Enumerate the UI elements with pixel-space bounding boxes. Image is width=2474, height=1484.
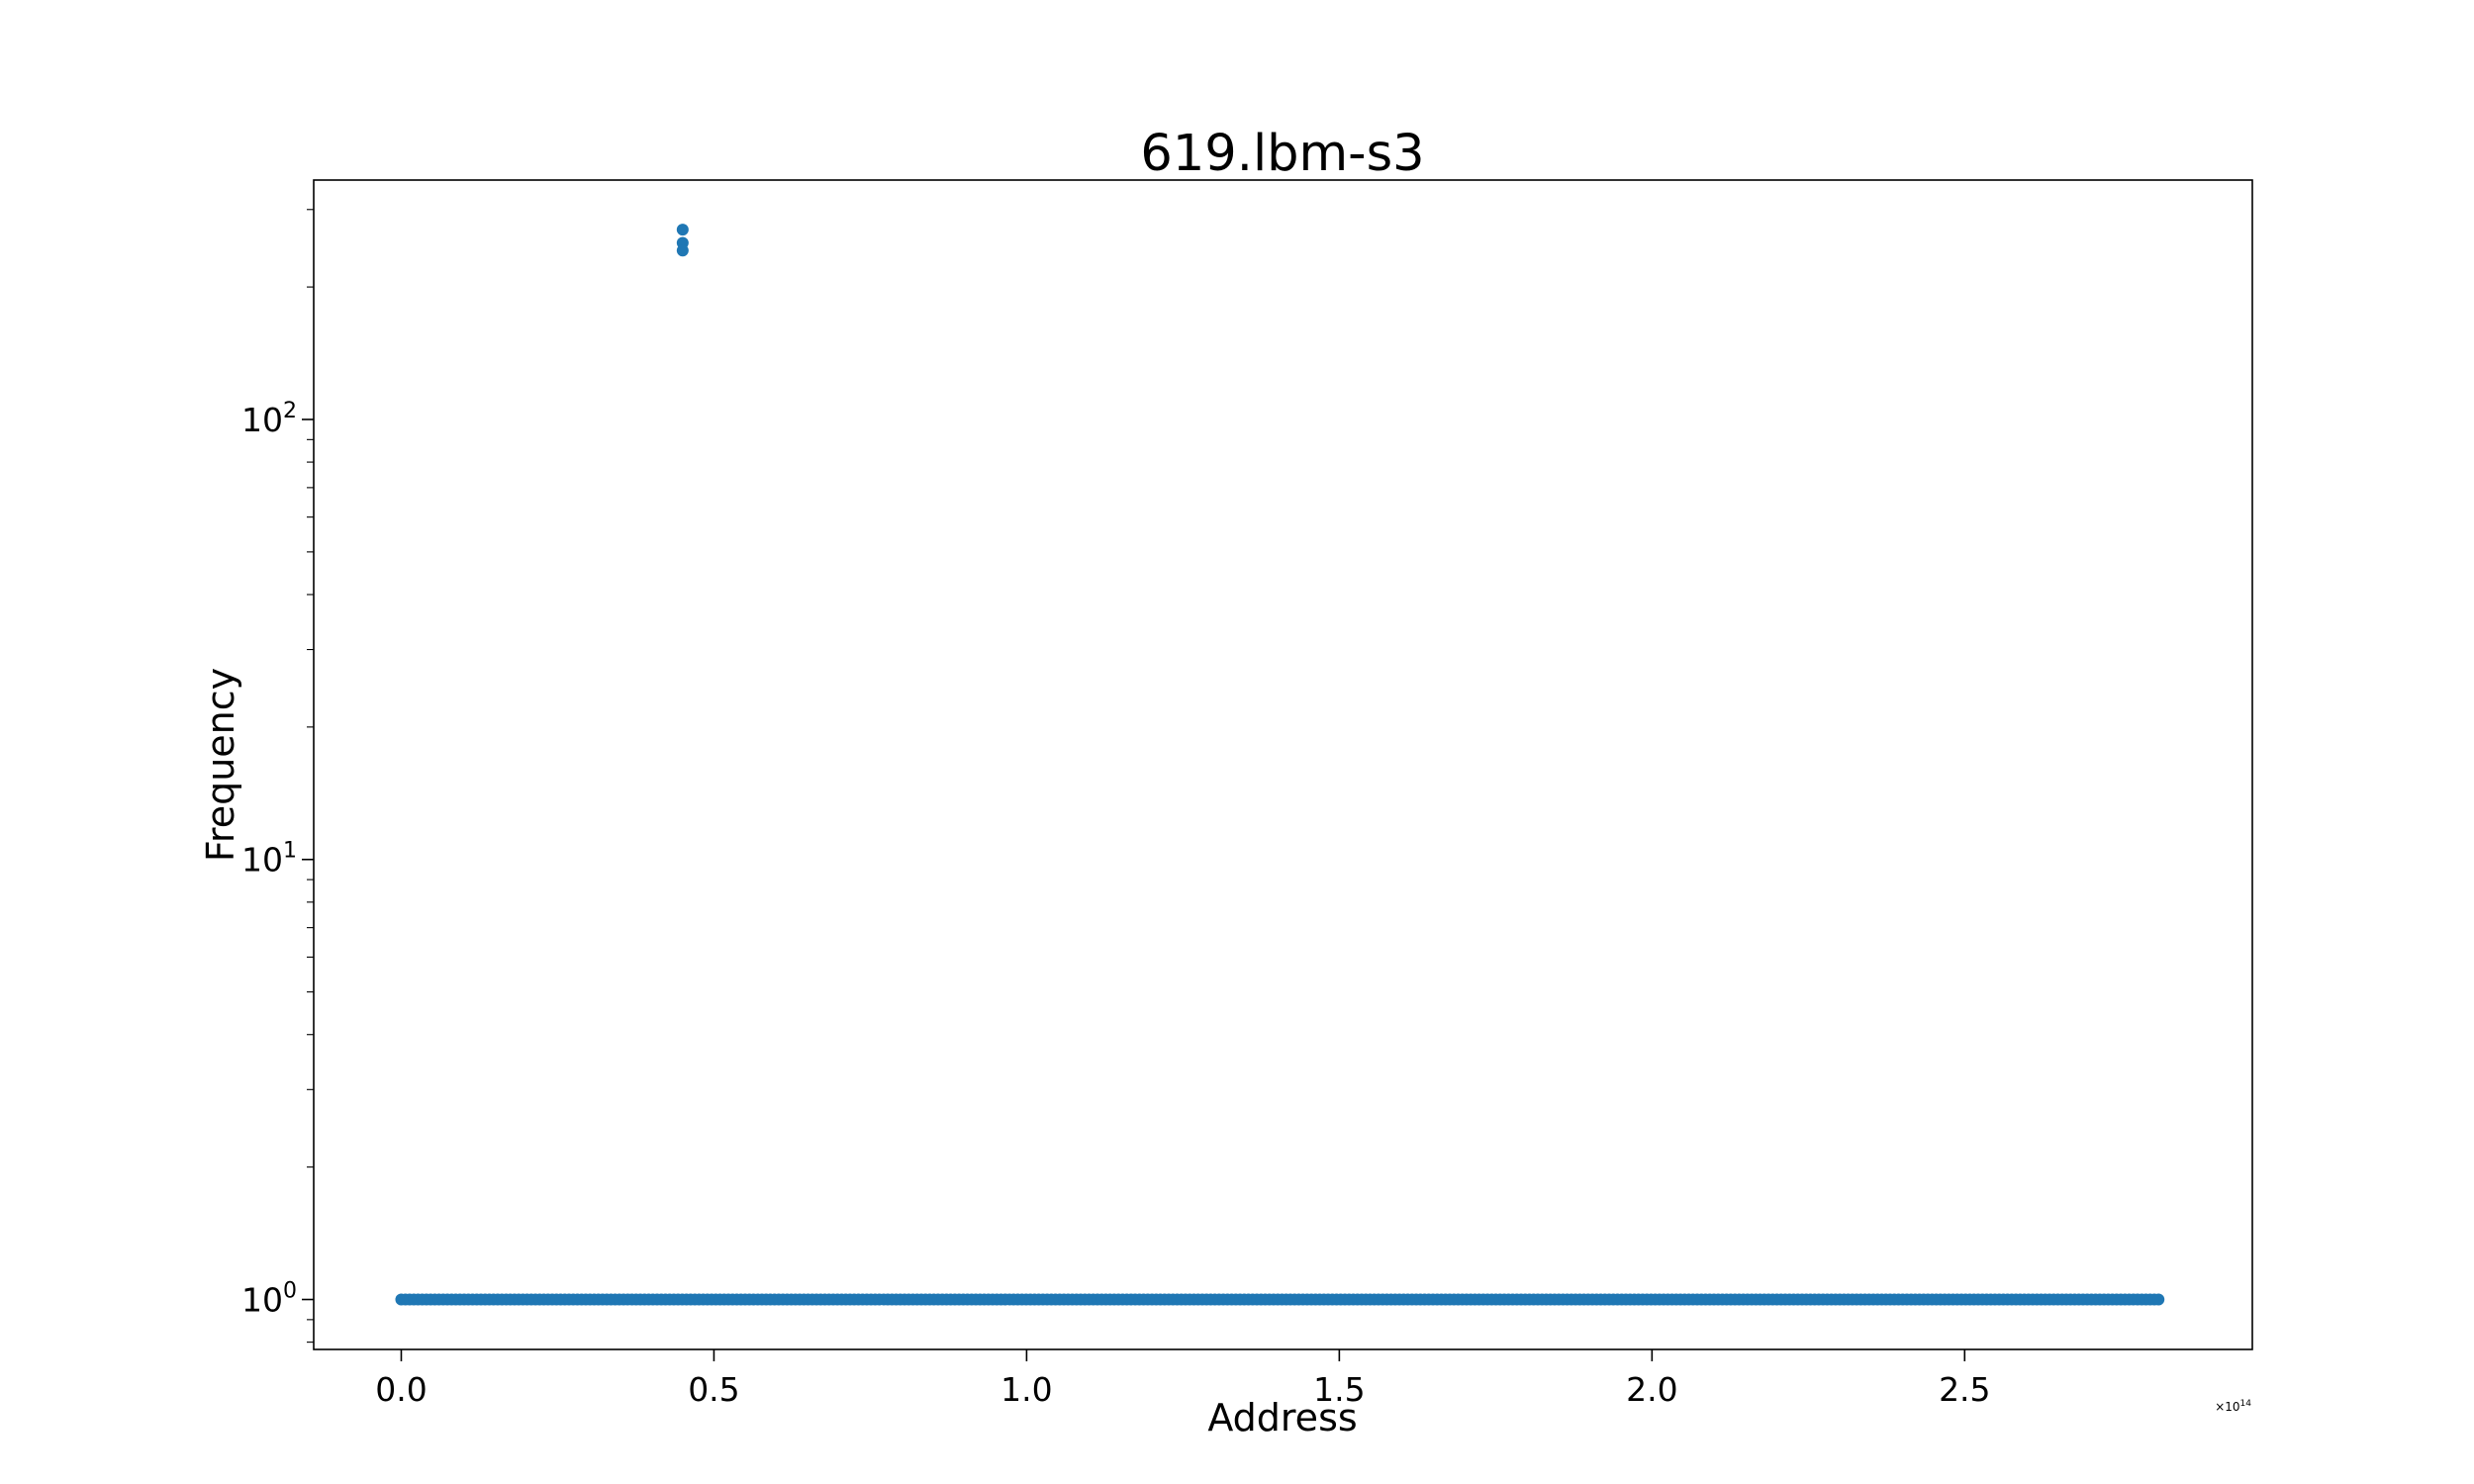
x-tick-label: 0.0 [375,1370,427,1409]
x-axis-offset-label: ×1014 [2215,1399,2251,1414]
outlier-point [676,244,689,257]
y-axis-label: Frequency [199,668,242,862]
data-points [395,224,2165,1306]
data-point [2152,1293,2165,1306]
x-tick-label: 2.5 [1939,1370,1990,1409]
y-axis: 100 101 102 [241,209,314,1344]
y-tick-label: 102 [241,399,297,439]
x-tick-label: 1.5 [1313,1370,1365,1409]
plot-frame [313,179,2253,1350]
x-tick-label: 0.5 [688,1370,739,1409]
outlier-point [676,224,689,236]
x-axis-label: Address [1207,1396,1357,1439]
x-tick-label: 2.0 [1626,1370,1677,1409]
y-tick-label: 101 [241,839,297,880]
chart-title: 619.lbm-s3 [1140,125,1424,183]
x-tick-label: 1.0 [1000,1370,1052,1409]
y-tick-label: 100 [241,1279,297,1320]
x-axis: 0.0 0.5 1.0 1.5 2.0 2.5 [375,1349,1991,1409]
